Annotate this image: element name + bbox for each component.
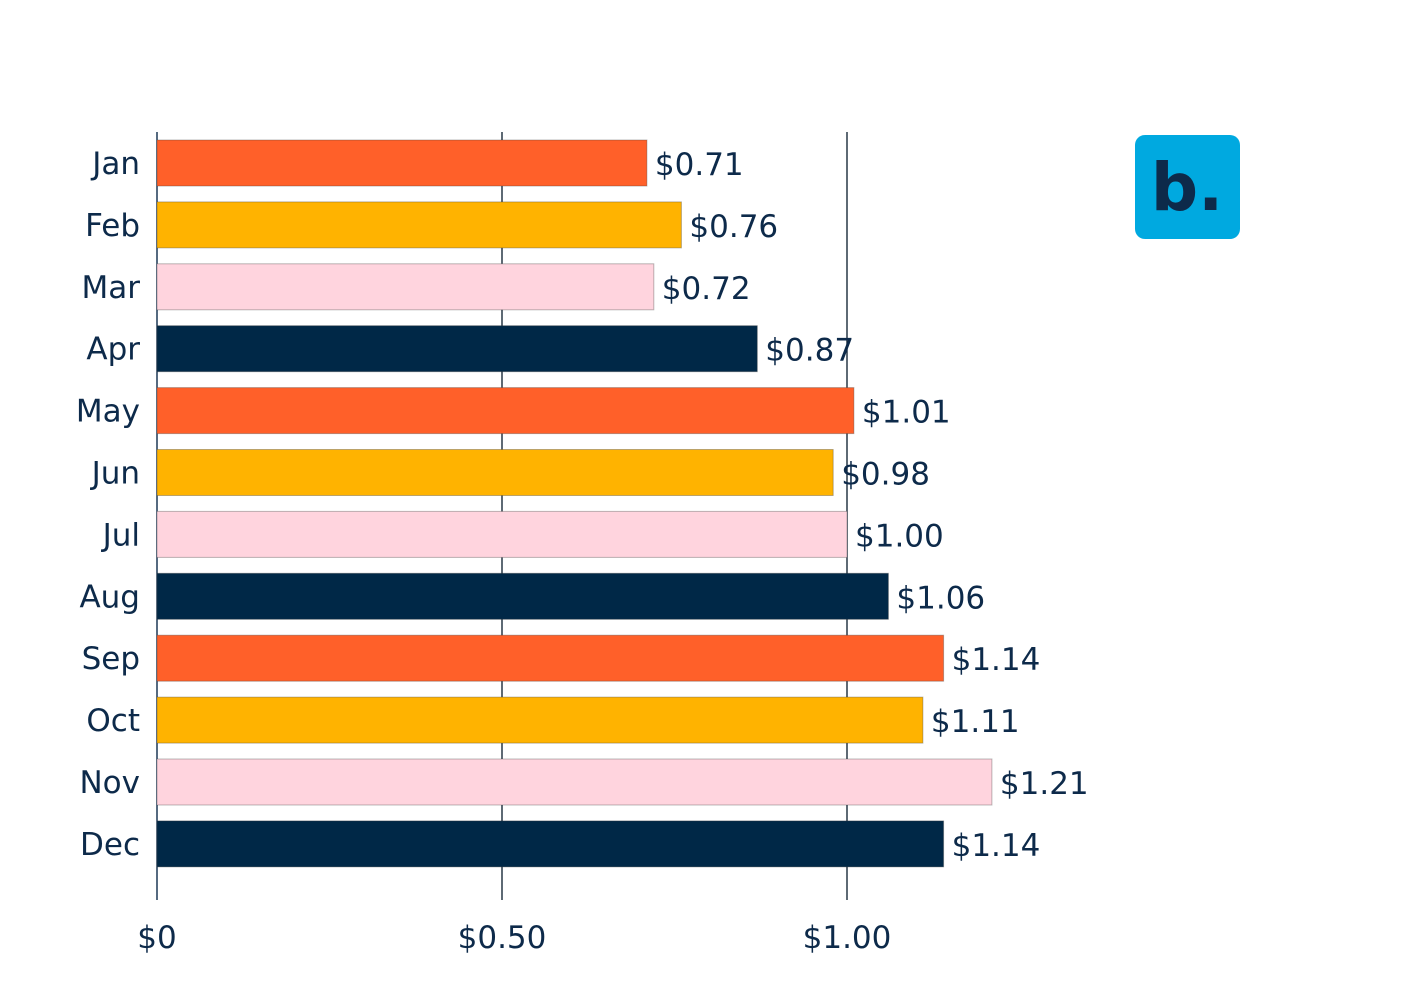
- category-label: Jan: [90, 146, 140, 182]
- bar: [156, 572, 889, 620]
- bar: [156, 325, 758, 373]
- category-label: Sep: [82, 641, 140, 677]
- bar: [156, 758, 993, 806]
- category-label: Apr: [86, 332, 140, 368]
- bar: [156, 449, 834, 496]
- category-label: Dec: [80, 827, 140, 863]
- value-label: $1.01: [862, 395, 951, 431]
- bar: [156, 139, 648, 187]
- bar: [156, 387, 855, 435]
- value-label: $0.71: [655, 147, 744, 183]
- brand-b-icon: b.: [1151, 149, 1223, 226]
- category-label: Nov: [79, 765, 140, 801]
- category-label: Jul: [101, 517, 140, 553]
- logo-text: b.: [1151, 149, 1223, 226]
- value-label: $0.72: [662, 271, 751, 307]
- bar: [156, 263, 655, 311]
- bar: [156, 696, 924, 744]
- bar: [156, 820, 945, 868]
- category-label: Aug: [79, 579, 140, 615]
- value-label: $0.76: [689, 209, 778, 245]
- value-label: $0.87: [765, 333, 854, 369]
- value-label: $1.21: [1000, 766, 1089, 802]
- value-label: $1.00: [855, 518, 944, 554]
- x-tick-label: $0: [137, 920, 176, 956]
- category-label: May: [76, 394, 140, 430]
- x-tick-label: $0.50: [458, 920, 547, 956]
- bar: [156, 510, 848, 558]
- bar: [156, 201, 682, 249]
- value-label: $1.14: [952, 642, 1041, 678]
- value-label: $1.06: [896, 580, 985, 616]
- category-label: Feb: [85, 208, 140, 244]
- brand-logo: b.: [1135, 135, 1240, 239]
- value-label: $0.98: [841, 457, 930, 493]
- category-label: Oct: [86, 703, 140, 739]
- value-label: $1.11: [931, 704, 1020, 740]
- value-label: $1.14: [952, 828, 1041, 864]
- x-tick-label: $1.00: [803, 920, 892, 956]
- category-label: Jun: [90, 456, 140, 492]
- category-label: Mar: [82, 270, 141, 306]
- bar: [156, 634, 945, 682]
